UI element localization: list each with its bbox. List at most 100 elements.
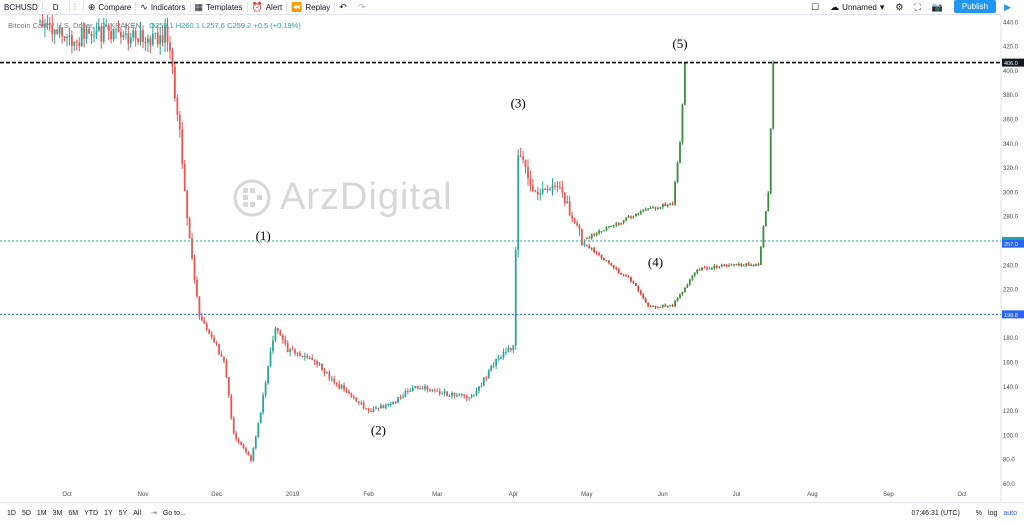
candle-body [429, 389, 431, 391]
candle-body [83, 27, 86, 39]
candle-body [289, 349, 292, 353]
projection-candle-body [733, 264, 735, 266]
bar-style-button[interactable]: ⫶ [70, 0, 83, 14]
candle-body [455, 395, 458, 397]
candle-body [61, 27, 63, 37]
candle-body [541, 188, 544, 194]
projection-candle-body [684, 62, 686, 105]
interval-button[interactable]: D [43, 0, 69, 14]
undo-button[interactable]: ↶ [335, 0, 354, 14]
candle-body [220, 354, 223, 357]
candle-body [46, 22, 49, 24]
candle-body [323, 369, 326, 374]
candle-body [355, 397, 358, 402]
settings-button[interactable]: ⚙ [891, 0, 910, 14]
candle-body [225, 360, 228, 378]
auto-toggle[interactable]: auto [1003, 509, 1017, 517]
goto-button[interactable]: Go to... [162, 509, 186, 517]
range-5y[interactable]: 5Y [118, 509, 128, 517]
projection-candle-body [615, 267, 618, 269]
candle-body [326, 372, 328, 374]
candle-body [431, 389, 434, 391]
candle-body [291, 349, 294, 351]
candle-body [534, 191, 537, 193]
candle-body [352, 396, 355, 398]
projection-candle-body [706, 267, 708, 269]
candle-body [58, 27, 61, 34]
arzdigital-logo-icon [233, 179, 271, 216]
candle-body [112, 28, 115, 40]
projection-candle-body [642, 210, 645, 212]
symbol-search[interactable]: BCHUSD [0, 0, 42, 14]
candle-body [281, 335, 284, 340]
price-chart[interactable]: 60.080.0100.0120.0140.0160.0180.0200.022… [0, 14, 1024, 502]
compare-button[interactable]: ⊕ Compare [84, 0, 135, 14]
candle-body [546, 188, 549, 190]
publish-button[interactable]: Publish [954, 0, 996, 13]
candle-body [178, 114, 181, 130]
range-6m[interactable]: 6M [68, 509, 79, 517]
indicators-button[interactable]: ∿ Indicators [136, 0, 189, 14]
candle-body [107, 25, 110, 31]
candle-body [470, 395, 473, 398]
candle-body [558, 186, 561, 188]
range-all[interactable]: All [133, 509, 142, 517]
candle-body [561, 187, 564, 193]
candle-body [345, 389, 348, 392]
range-3m[interactable]: 3M [52, 509, 63, 517]
range-5d[interactable]: 5D [21, 509, 31, 517]
candle-body [478, 386, 480, 391]
y-tick-label: 140.0 [1003, 385, 1019, 391]
candle-body [519, 155, 522, 157]
layout-menu[interactable]: ☁ Unnamed ▾ [826, 0, 891, 14]
price-tag-label: 198.8 [1004, 313, 1018, 319]
candle-body [296, 352, 299, 354]
candle-body [279, 330, 282, 336]
candle-body [480, 385, 483, 387]
candle-body [424, 386, 426, 389]
projection-candle-body [674, 182, 677, 205]
replay-button[interactable]: ⏪ Replay [287, 0, 334, 14]
candle-body [97, 26, 100, 31]
range-ytd[interactable]: YTD [84, 509, 99, 517]
candle-body [512, 345, 515, 350]
layout-checkbox[interactable]: ☐ [807, 0, 826, 14]
x-tick-label: Aug [807, 492, 818, 498]
projection-candle-body [608, 226, 610, 228]
log-toggle[interactable]: log [988, 509, 998, 517]
candle-body [367, 408, 370, 411]
snapshot-button[interactable]: 📷 [928, 0, 950, 14]
projection-candle-body [610, 225, 613, 227]
range-1d[interactable]: 1D [7, 509, 16, 517]
fullscreen-button[interactable]: ⛶ [910, 0, 927, 14]
candle-body [421, 388, 424, 390]
percent-toggle[interactable]: % [975, 509, 983, 517]
range-1m[interactable]: 1M [36, 509, 47, 517]
projection-candle-body [590, 248, 593, 250]
templates-button[interactable]: ▦ Templates [191, 0, 247, 14]
redo-button[interactable]: ↷ [354, 0, 373, 14]
candle-body [487, 370, 490, 379]
candle-body [370, 410, 372, 412]
alert-button[interactable]: ⏰ Alert [248, 0, 287, 14]
y-tick-label: 400.0 [1003, 69, 1019, 75]
candle-body [191, 238, 193, 258]
projection-candle-body [627, 216, 630, 219]
projection-candle-body [603, 257, 605, 261]
range-1y[interactable]: 1Y [104, 509, 113, 517]
candle-body [360, 402, 363, 404]
candle-body [311, 358, 314, 360]
candle-body [171, 50, 174, 67]
projection-candle-body [654, 207, 657, 209]
clock-time[interactable]: 07:46:31 (UTC) [911, 509, 960, 517]
projection-candle-body [718, 266, 721, 268]
candle-body [144, 41, 147, 43]
candle-body [68, 35, 71, 38]
y-tick-label: 160.0 [1003, 360, 1019, 366]
candle-body [387, 404, 390, 406]
candle-body [524, 159, 527, 168]
projection-candle-body [730, 264, 733, 266]
bottom-toolbar: 1D 5D 1M 3M 6M YTD 1Y 5Y All ⇥ Go to... … [0, 502, 1024, 523]
play-button[interactable]: ▶ [1000, 0, 1018, 14]
candle-body [198, 296, 201, 317]
